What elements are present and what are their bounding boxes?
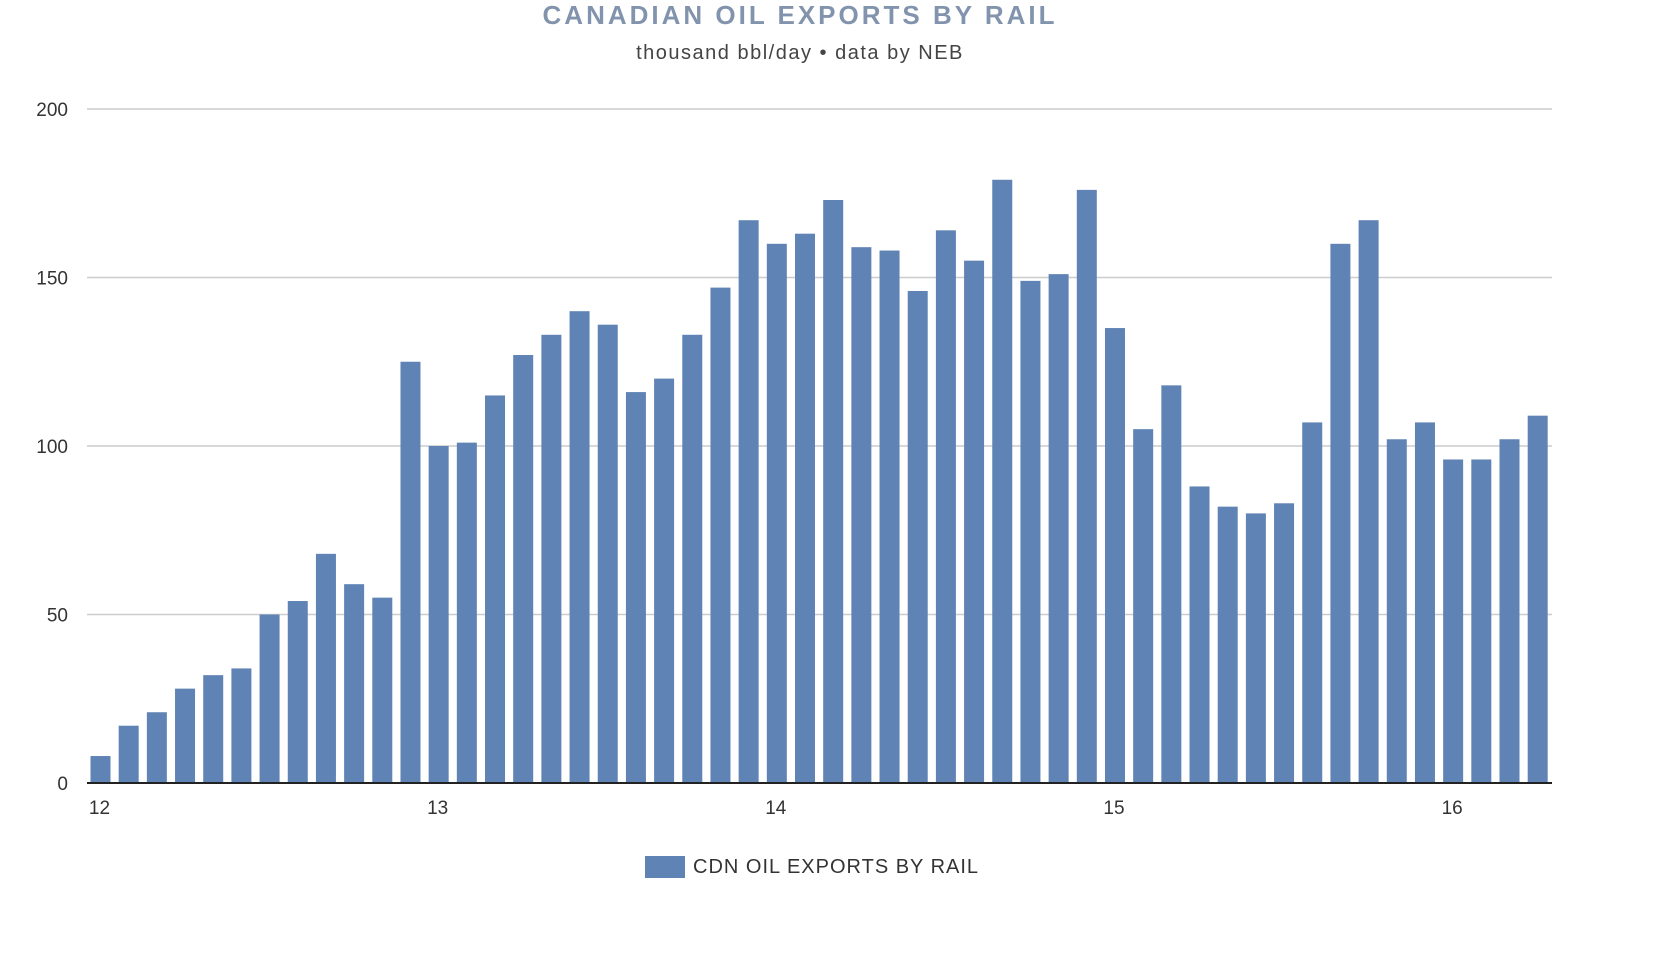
bar — [1527, 415, 1548, 783]
bar — [823, 199, 844, 784]
bar — [1414, 422, 1435, 783]
bar — [1330, 243, 1351, 784]
x-tick-label: 15 — [1103, 798, 1124, 819]
x-axis-tick-labels: 12 13 14 15 16 — [89, 798, 1463, 819]
bar — [1358, 220, 1379, 783]
bar — [259, 614, 280, 783]
bars — [90, 179, 1548, 784]
bar — [597, 324, 618, 783]
bar — [1471, 459, 1492, 783]
bar — [738, 220, 759, 783]
bar — [1161, 385, 1182, 783]
bar — [907, 290, 928, 783]
bar — [766, 243, 787, 784]
bar — [1133, 429, 1154, 783]
legend: CDN OIL EXPORTS BY RAIL — [645, 854, 979, 880]
y-axis-tick-labels: 0 50 100 150 200 — [36, 100, 68, 795]
bar — [146, 712, 167, 783]
bar — [485, 395, 506, 783]
x-tick-label: 16 — [1442, 798, 1463, 819]
bar — [710, 287, 731, 783]
bar — [1443, 459, 1464, 783]
bar — [654, 378, 675, 783]
x-tick-label: 12 — [89, 798, 110, 819]
bar — [118, 725, 139, 783]
bar — [625, 392, 646, 783]
bar — [175, 688, 196, 783]
bar — [315, 553, 336, 783]
bar — [1076, 189, 1097, 783]
bar — [964, 260, 985, 783]
bar — [935, 230, 956, 783]
x-tick-label: 13 — [427, 798, 448, 819]
bar — [428, 446, 449, 783]
bar — [851, 247, 872, 784]
bar — [682, 334, 703, 783]
legend-swatch — [645, 856, 685, 878]
bar — [879, 250, 900, 784]
bar — [513, 355, 534, 783]
bar — [1048, 274, 1069, 783]
bar — [203, 675, 224, 783]
y-tick-label: 100 — [36, 437, 68, 458]
bar — [344, 584, 365, 783]
bar — [90, 756, 111, 783]
chart-title: CANADIAN OIL EXPORTS BY RAIL — [542, 0, 1058, 30]
x-tick-label: 14 — [765, 798, 787, 819]
bar — [569, 311, 590, 783]
y-tick-label: 150 — [36, 269, 68, 290]
y-tick-label: 200 — [36, 100, 68, 121]
legend-label: CDN OIL EXPORTS BY RAIL — [693, 855, 980, 878]
bar — [400, 361, 421, 783]
bar — [1302, 422, 1323, 783]
bar — [1274, 503, 1295, 783]
bar — [1020, 280, 1041, 783]
chart-subtitle: thousand bbl/day • data by NEB — [636, 42, 964, 64]
y-tick-label: 0 — [57, 774, 68, 795]
bar — [992, 179, 1013, 783]
bar — [541, 334, 562, 783]
bar — [1499, 439, 1520, 783]
bar — [1217, 506, 1238, 783]
y-tick-label: 50 — [47, 606, 68, 627]
bar — [795, 233, 815, 783]
bar — [231, 668, 252, 783]
bar — [456, 442, 477, 783]
bar — [1189, 486, 1210, 783]
bar — [1245, 513, 1266, 783]
bar — [287, 601, 308, 783]
bar — [372, 597, 393, 783]
bar — [1386, 439, 1407, 783]
bar — [1104, 328, 1125, 783]
